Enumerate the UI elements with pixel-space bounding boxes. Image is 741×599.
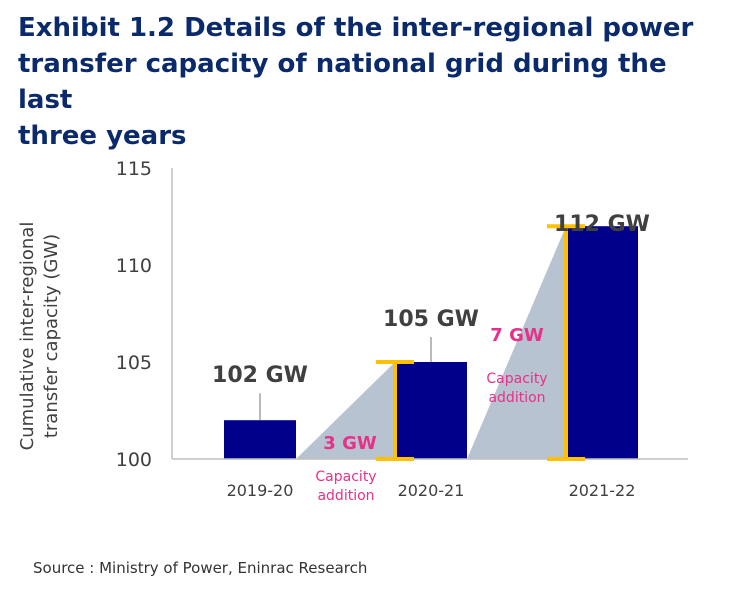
x-axis: 2019-20 2020-21 2021-22	[172, 458, 688, 500]
bar-2019-20	[224, 420, 296, 459]
y-tick-label-105: 105	[116, 352, 152, 374]
capacity-addition-text-1-line-2: addition	[317, 488, 374, 504]
capacity-addition-annotations: 3 GW Capacity addition 7 GW Capacity addition	[315, 325, 547, 504]
y-axis: 100 105 110 115	[116, 158, 173, 471]
source-note: Source : Ministry of Power, Eninrac Rese…	[33, 559, 368, 577]
chart-title: Exhibit 1.2 Details of the inter-regiona…	[18, 13, 694, 151]
y-tick-label-110: 110	[116, 255, 152, 277]
capacity-addition-area-2	[467, 226, 566, 459]
value-label-2020-21: 105 GW	[383, 307, 479, 332]
bars	[224, 226, 638, 459]
capacity-addition-text-2-line-2: addition	[488, 390, 545, 406]
capacity-addition-brackets	[376, 224, 585, 461]
capacity-addition-text-2-line-1: Capacity	[486, 371, 547, 387]
y-axis-label: Cumulative inter-regional transfer capac…	[17, 222, 62, 451]
bar-2020-21	[395, 362, 467, 459]
value-label-2019-20: 102 GW	[212, 363, 308, 388]
bar-2021-22	[566, 226, 638, 459]
x-tick-label-2020-21: 2020-21	[398, 481, 465, 500]
y-axis-label-line-2: transfer capacity (GW)	[41, 234, 62, 438]
y-tick-label-100: 100	[116, 449, 152, 471]
capacity-addition-value-1: 3 GW	[323, 433, 377, 454]
capacity-addition-value-2: 7 GW	[490, 325, 544, 346]
x-tick-label-2019-20: 2019-20	[227, 481, 294, 500]
value-labels: 102 GW 105 GW 112 GW	[212, 212, 650, 421]
y-tick-label-115: 115	[116, 158, 152, 180]
capacity-addition-areas	[296, 226, 566, 459]
value-label-2021-22: 112 GW	[554, 212, 650, 237]
capacity-addition-area-1	[296, 362, 395, 459]
capacity-addition-text-1-line-1: Capacity	[315, 469, 376, 485]
y-axis-label-line-1: Cumulative inter-regional	[17, 222, 38, 451]
x-tick-label-2021-22: 2021-22	[569, 481, 636, 500]
